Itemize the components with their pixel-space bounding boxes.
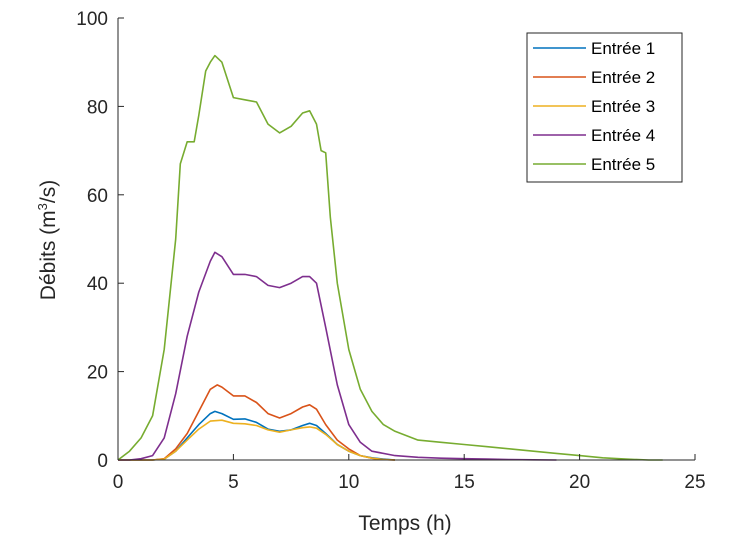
x-axis-title: Temps (h) [358, 512, 451, 535]
y-axis-title-superscript: 3 [35, 203, 50, 210]
y-tick-label: 100 [76, 9, 108, 30]
y-tick-label: 60 [87, 186, 108, 207]
y-tick-label: 0 [97, 451, 108, 472]
x-tick-label: 0 [113, 472, 124, 493]
y-tick-label: 20 [87, 363, 108, 384]
legend-label-2: Entrée 2 [591, 68, 655, 87]
y-axis-title: Débits (m3/s) [35, 180, 60, 300]
series-line-3 [118, 419, 396, 461]
legend-items: Entrée 1 Entrée 2 Entrée 3 Entrée 4 Entrée 5 [533, 39, 655, 174]
x-tick-label: 10 [338, 472, 359, 493]
series-layer [117, 54, 663, 461]
legend: Entrée 1 Entrée 2 Entrée 3 Entrée 4 Entrée 5 [526, 32, 683, 183]
y-tick-label: 40 [87, 274, 108, 295]
x-tick-label: 25 [684, 472, 705, 493]
legend-box [526, 32, 683, 183]
legend-label-1: Entrée 1 [591, 39, 655, 58]
x-tick-label: 5 [228, 472, 239, 493]
legend-label-4: Entrée 4 [591, 126, 655, 145]
legend-label-5: Entrée 5 [591, 155, 655, 174]
series-line-5 [117, 54, 663, 461]
legend-label-3: Entrée 3 [591, 97, 655, 116]
x-tick-label: 20 [569, 472, 590, 493]
y-tick-label: 80 [87, 97, 108, 118]
axes: 0 5 10 15 20 25 0 20 40 60 80 100 [76, 9, 705, 493]
series-line-4 [118, 251, 557, 461]
series-line-2 [118, 384, 396, 461]
x-tick-label: 15 [454, 472, 475, 493]
y-axis-title-tail: /s) [37, 180, 60, 203]
y-axis-title-main: Débits (m [37, 210, 60, 300]
